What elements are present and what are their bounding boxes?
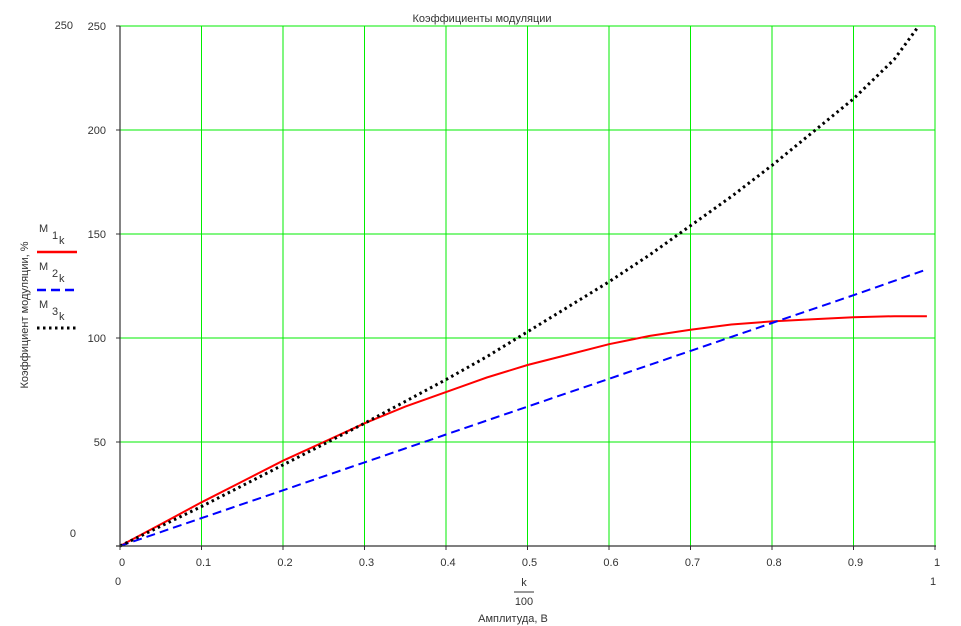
- legend-label-name: M: [39, 261, 48, 273]
- grid: [120, 25, 936, 546]
- legend-label-sub: 2: [52, 268, 58, 280]
- y-tick-label: 50: [94, 437, 106, 449]
- x-tick-label: 0.9: [848, 557, 863, 569]
- x-tick-label: 0.8: [766, 557, 781, 569]
- legend-label-index: k: [59, 235, 65, 247]
- legend-label-name: M: [39, 223, 48, 235]
- legend-label-sub: 1: [52, 230, 58, 242]
- x-tick-label: 0.5: [522, 557, 537, 569]
- y-limit-min: 0: [70, 528, 76, 540]
- legend-label-name: M: [39, 299, 48, 311]
- y-axis-label: Коэффициент модуляции, %: [19, 241, 31, 388]
- x-tick-label: 0.1: [196, 557, 211, 569]
- legend-label-index: k: [59, 311, 65, 323]
- x-limit-max: 1: [930, 576, 936, 588]
- x-limit-min: 0: [115, 576, 121, 588]
- legend: M1 kM2 kM3 k: [37, 223, 77, 330]
- series-group: [119, 25, 928, 548]
- x-axis-label: Амплитуда, В: [478, 613, 548, 625]
- x-tick-label: 0: [119, 557, 125, 569]
- x-tick-label: 0.7: [685, 557, 700, 569]
- x-tick-label: 1: [934, 557, 940, 569]
- series-line-3: [119, 25, 920, 548]
- series-line-1: [119, 315, 927, 547]
- x-tick-label: 0.6: [603, 557, 618, 569]
- y-limit-max: 250: [55, 20, 73, 32]
- chart-title: Коэффициенты модуляции: [412, 13, 551, 25]
- x-tick-label: 0.3: [359, 557, 374, 569]
- x-expr-numerator: k: [521, 577, 527, 589]
- y-tick-label: 100: [88, 333, 106, 345]
- x-expr-denominator: 100: [515, 596, 533, 608]
- legend-label-sub: 3: [52, 306, 58, 318]
- axes: 0 0.1 0.2 0.3 0.4 0.5 0.6 0.7 0.8 0.9 150100150200…: [88, 21, 940, 569]
- series-line-2: [119, 268, 928, 547]
- x-tick-label: 0.4: [440, 557, 455, 569]
- y-tick-label: 250: [88, 21, 106, 33]
- y-tick-label: 150: [88, 229, 106, 241]
- x-tick-label: 0.2: [277, 557, 292, 569]
- legend-label-index: k: [59, 273, 65, 285]
- y-tick-label: 200: [88, 125, 106, 137]
